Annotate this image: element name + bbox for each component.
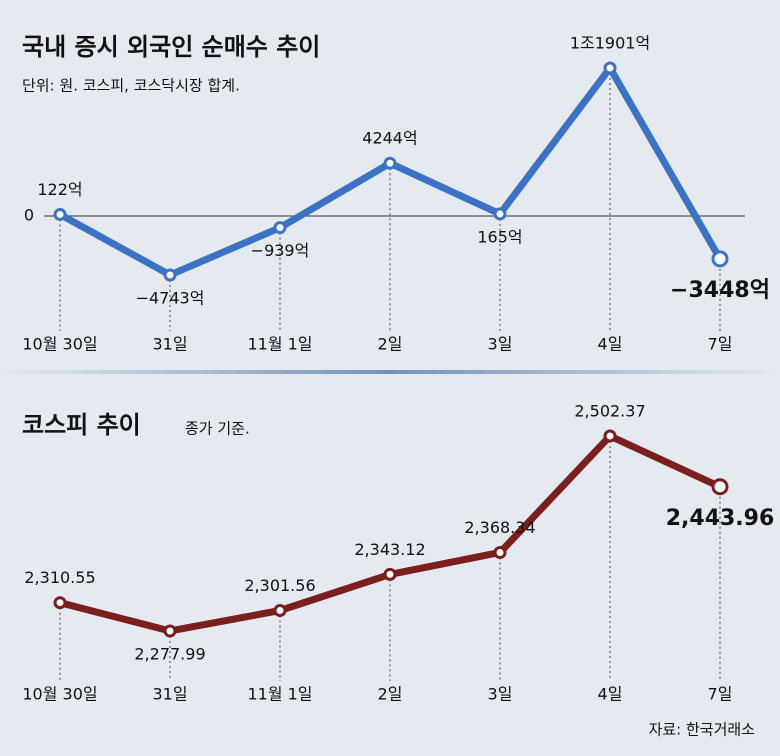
x-tick-label: 4일 [598,685,623,704]
x-tick-label: 11월 1일 [247,685,312,704]
x-tick-label: 10월 30일 [22,335,97,354]
value-label: −3448억 [670,278,770,303]
source: 자료: 한국거래소 [649,721,756,739]
point [711,478,729,496]
value-label: −939억 [251,241,310,260]
point [493,545,507,559]
point [493,207,507,221]
x-tick-label: 11월 1일 [247,335,312,354]
value-label: 4244억 [362,129,417,148]
x-tick-label: 2일 [378,685,403,704]
x-tick-label: 3일 [488,685,513,704]
chart-title: 코스피 추이 [22,411,141,439]
point [603,61,617,75]
y-tick-label: 0 [24,205,34,224]
value-label: 2,502.37 [574,402,645,421]
point [163,268,177,282]
point [163,624,177,638]
point [603,429,617,443]
x-tick-label: 31일 [152,685,187,704]
x-tick-label: 3일 [488,335,513,354]
point [53,207,67,221]
value-label: 2,368.34 [464,518,535,537]
point [383,567,397,581]
value-label: 2,343.12 [354,540,425,559]
x-tick-label: 2일 [378,335,403,354]
x-tick-label: 31일 [152,335,187,354]
value-label: 165억 [477,227,522,246]
data-line [59,432,722,635]
divider [0,370,780,374]
point [273,604,287,618]
point [711,250,729,268]
x-tick-label: 4일 [598,335,623,354]
chart-subtitle: 종가 기준. [185,420,250,438]
x-tick-label: 10월 30일 [22,685,97,704]
chart-subtitle: 단위: 원. 코스피, 코스닥시장 합계. [22,77,240,95]
value-label: 2,443.96 [666,506,775,531]
point [273,221,287,235]
x-tick-label: 7일 [708,335,733,354]
value-label: 2,301.56 [244,576,315,595]
value-label: 2,310.55 [24,568,95,587]
value-label: 122억 [37,180,82,199]
point [383,156,397,170]
point [53,596,67,610]
value-label: 1조1901억 [570,33,650,52]
chart-title: 국내 증시 외국인 순매수 추이 [22,33,320,61]
value-label: −4743억 [136,288,205,307]
x-tick-label: 7일 [708,685,733,704]
value-label: 2,277.99 [134,644,205,663]
